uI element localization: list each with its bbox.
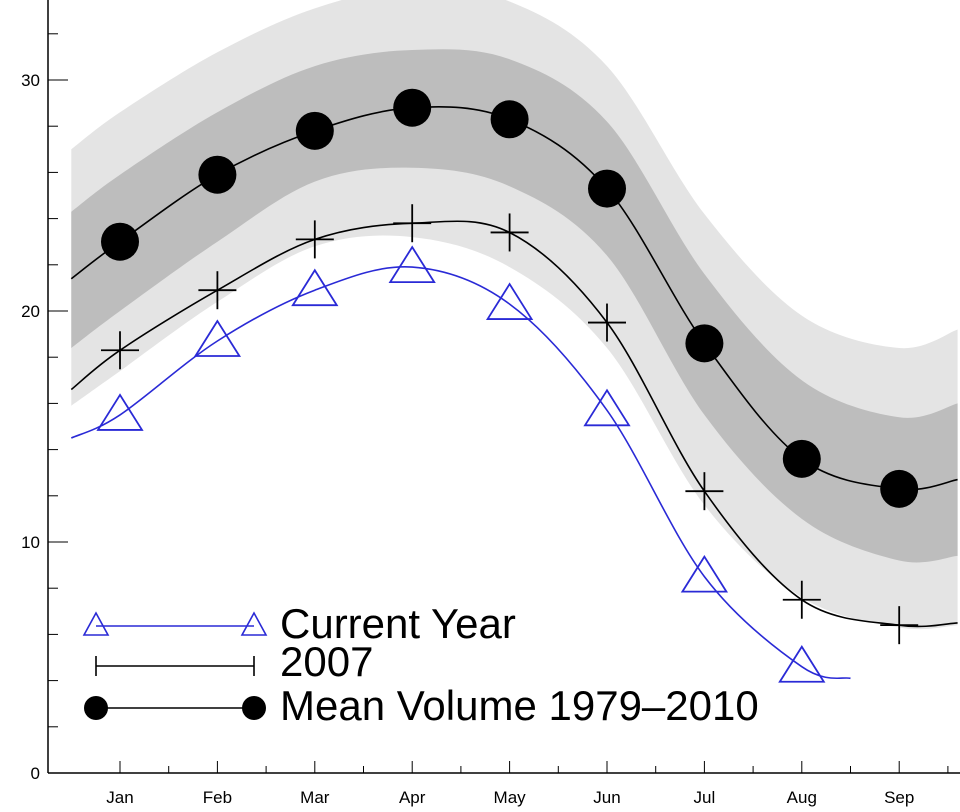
- axis-layer: 0 10 20 30 Jan Feb Mar Apr May Jun Jul Aug Sep: [21, 0, 960, 807]
- x-tick-label: Aug: [787, 788, 817, 807]
- x-tick-label: Jan: [106, 788, 133, 807]
- current-year-point: [778, 645, 826, 683]
- mean-point: [782, 439, 821, 478]
- year-2007-point: [393, 204, 432, 243]
- legend-label: Current Year: [280, 600, 516, 647]
- y-tick-label: 0: [31, 764, 40, 783]
- current-year-point: [96, 393, 144, 431]
- legend-marker: [82, 611, 110, 636]
- mean-point: [490, 100, 529, 139]
- x-tick-label: Jun: [593, 788, 620, 807]
- x-tick-label: May: [494, 788, 527, 807]
- current-year-point: [193, 319, 242, 357]
- y-tick-label: 10: [21, 533, 40, 552]
- legend-item: Current Year: [82, 600, 516, 647]
- current-year-point: [583, 388, 631, 427]
- y-tick-label: 20: [21, 302, 40, 321]
- mean-point: [198, 155, 237, 194]
- year-2007-point: [490, 213, 529, 252]
- mean-point: [101, 222, 139, 261]
- y-tick-label: 30: [21, 71, 40, 90]
- series-line-plus: [70, 220, 958, 628]
- x-tick-label: Feb: [203, 788, 232, 807]
- mean-point: [880, 469, 919, 508]
- year-2007-point: [588, 303, 626, 342]
- mean-point: [685, 324, 724, 363]
- legend-marker: [84, 696, 108, 720]
- band-layer: [71, 0, 958, 630]
- current-year-point: [388, 245, 436, 284]
- legend-marker: [240, 611, 268, 636]
- current-year-point: [291, 268, 339, 307]
- inner-range-band: [71, 49, 958, 563]
- x-tick-label: Sep: [884, 788, 914, 807]
- series-line-triangle: [70, 266, 851, 680]
- current-year-point: [485, 282, 534, 320]
- legend-item: Mean Volume 1979–2010: [84, 682, 759, 729]
- legend-label: 2007: [280, 638, 373, 685]
- legend-item: 2007: [95, 638, 373, 685]
- current-year-point: [680, 554, 729, 593]
- year-2007-point: [101, 331, 139, 370]
- mean-point: [393, 88, 432, 127]
- year-2007-point: [198, 271, 237, 310]
- legend-label: Mean Volume 1979–2010: [280, 682, 759, 729]
- mean-point: [588, 169, 626, 208]
- legend-marker: [242, 696, 266, 720]
- series-layer: [70, 88, 958, 683]
- x-tick-label: Mar: [300, 788, 330, 807]
- x-tick-label: Jul: [694, 788, 716, 807]
- year-2007-point: [782, 580, 821, 619]
- mean-point: [295, 111, 334, 150]
- x-tick-label: Apr: [399, 788, 426, 807]
- year-2007-point: [685, 472, 724, 511]
- year-2007-point: [880, 606, 919, 645]
- year-2007-point: [295, 220, 334, 259]
